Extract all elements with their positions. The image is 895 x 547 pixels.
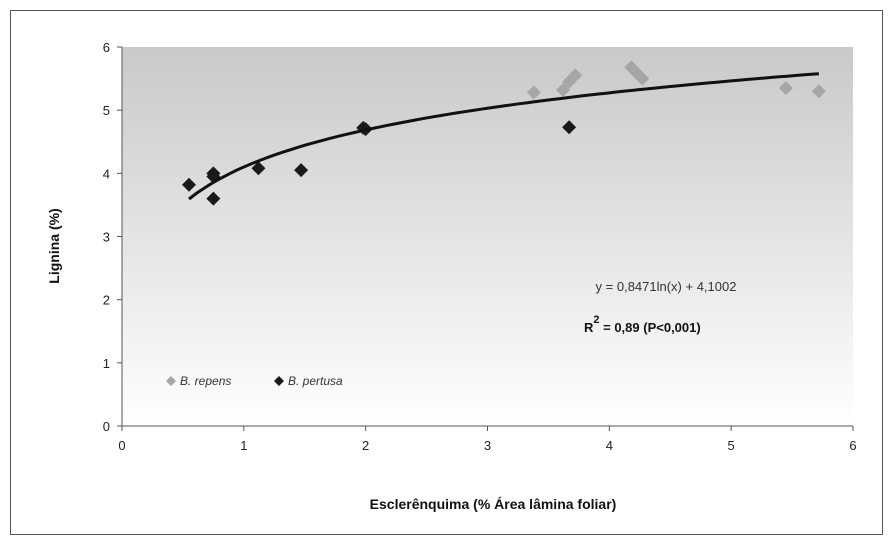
point-b-repens [568, 68, 583, 83]
y-tick-label: 4 [103, 166, 110, 181]
point-b-pertusa [294, 163, 309, 178]
point-b-repens [526, 85, 541, 100]
point-b-repens [556, 82, 571, 97]
point-b-pertusa [206, 191, 221, 206]
point-b-repens [778, 81, 793, 96]
y-axis-title: Lignina (%) [46, 208, 62, 283]
x-tick-label: 3 [484, 438, 491, 453]
point-b-pertusa [562, 120, 577, 135]
y-tick-label: 1 [103, 356, 110, 371]
x-tick-label: 5 [728, 438, 735, 453]
point-b-pertusa [182, 177, 197, 192]
x-tick-label: 2 [362, 438, 369, 453]
y-tick-label: 6 [103, 40, 110, 55]
legend-marker [274, 376, 284, 386]
plot-area [122, 47, 853, 426]
trendline-equation: y = 0,8471ln(x) + 4,1002 [596, 279, 737, 294]
point-b-pertusa [251, 161, 266, 176]
scatter-chart: 0 1 2 3 4 5 6 0 1 2 3 4 5 6 Lignina (%) Esclerênquim… [46, 40, 857, 512]
x-tick-labels: 0 1 2 3 4 5 6 [118, 426, 857, 453]
y-tick-label: 0 [103, 419, 110, 434]
r-squared-label: R2 = 0,89 (P<0,001) [584, 314, 701, 335]
x-tick-label: 4 [606, 438, 613, 453]
x-tick-label: 6 [849, 438, 856, 453]
chart-frame: 0 1 2 3 4 5 6 0 1 2 3 4 5 6 Lignina (%) Esclerênquim… [10, 10, 883, 535]
x-tick-label: 0 [118, 438, 125, 453]
legend-marker [166, 376, 176, 386]
y-tick-label: 2 [103, 293, 110, 308]
legend-label: B. pertusa [288, 374, 343, 388]
point-b-repens [635, 71, 650, 86]
y-tick-labels: 0 1 2 3 4 5 6 [103, 40, 122, 434]
x-axis-title: Esclerênquima (% Área lâmina foliar) [370, 496, 617, 512]
trendline [188, 72, 820, 201]
point-b-repens [811, 84, 826, 99]
y-tick-label: 3 [103, 230, 110, 245]
legend-label: B. repens [180, 374, 231, 388]
x-tick-label: 1 [240, 438, 247, 453]
point-b-repens [629, 65, 644, 80]
legend: B. repens B. pertusa [166, 374, 343, 388]
y-tick-label: 5 [103, 103, 110, 118]
